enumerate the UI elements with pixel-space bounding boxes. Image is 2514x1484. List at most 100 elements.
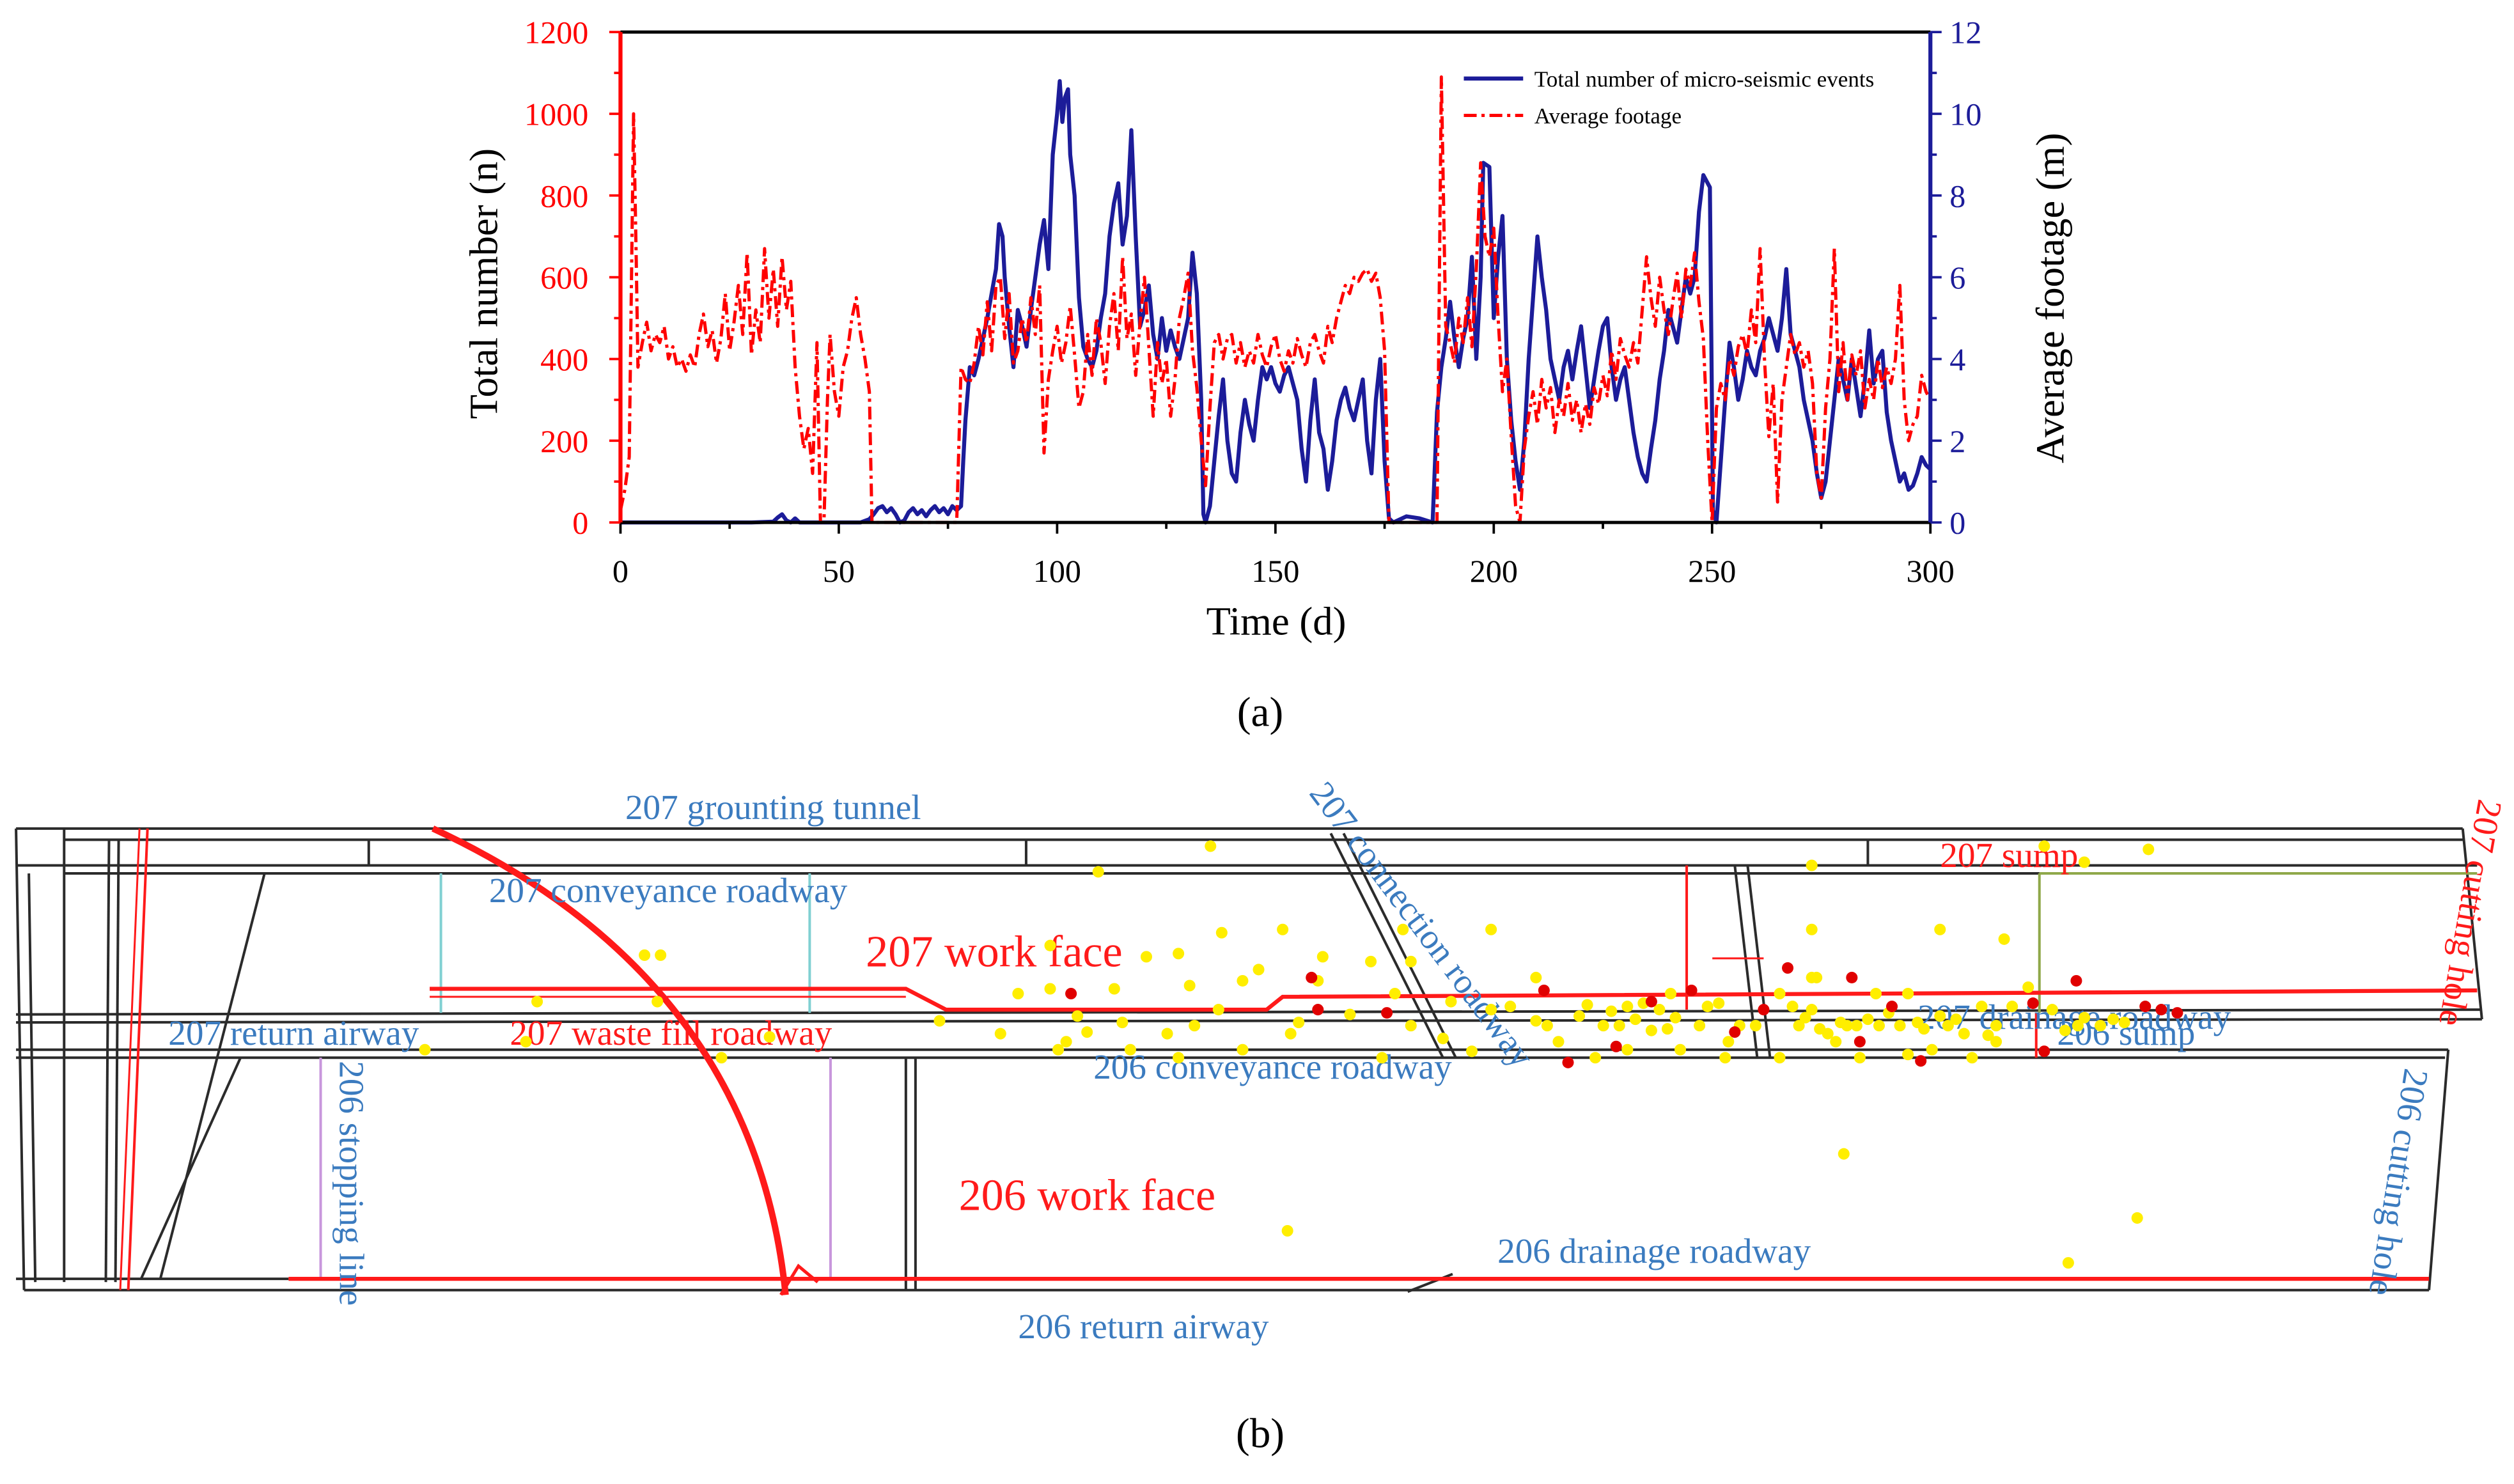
event-dot-yellow: [1161, 1027, 1173, 1040]
event-dot-yellow: [1504, 1001, 1517, 1013]
event-dot-yellow: [1793, 1020, 1805, 1032]
event-dot-yellow: [2094, 1020, 2107, 1032]
roadway-line: [139, 1057, 242, 1279]
event-dot-yellow: [1950, 1013, 1962, 1026]
event-dot-yellow: [1674, 1043, 1687, 1056]
event-dot-yellow: [1629, 1013, 1641, 1026]
event-dot-yellow: [1902, 987, 1914, 1000]
event-dot-yellow: [1902, 1049, 1914, 1061]
event-dot-yellow: [1854, 1052, 1866, 1064]
event-dot-yellow: [1774, 1052, 1786, 1064]
x-axis-title: Time (d): [1206, 599, 1347, 644]
label-207-grounting-tunnel: 207 grounting tunnel: [625, 788, 921, 827]
event-dot-yellow: [1822, 1027, 1834, 1040]
x-tick-label: 150: [1251, 553, 1299, 589]
event-dot-yellow: [1530, 971, 1542, 983]
chart-ticks-group: 0 50 100 150 200 250 300 0 200 400 600 800 1000 1200 0…: [524, 15, 1981, 589]
event-dot-red: [1886, 1001, 1898, 1013]
legend-label-average-footage: Average footage: [1534, 104, 1682, 129]
event-dot-yellow: [1116, 1017, 1128, 1029]
y-left-tick-label: 1200: [524, 15, 588, 51]
event-dot-yellow: [1284, 1027, 1297, 1040]
curve-end-marker: [779, 1263, 819, 1296]
event-dot-yellow: [2072, 1020, 2084, 1032]
event-dot-yellow: [1799, 1011, 1811, 1024]
roadway-outlines: [15, 827, 2483, 1293]
event-dot-yellow: [1862, 1013, 1874, 1026]
event-dot-red: [2038, 1045, 2050, 1058]
event-dot-red: [2155, 1004, 2167, 1016]
event-dot-yellow: [1081, 1026, 1093, 1038]
label-207-waste-fill-roadway: 207 waste fill roadway: [510, 1013, 832, 1052]
event-dot-yellow: [1397, 923, 1409, 935]
waste-fill-roadway-line: [430, 987, 2478, 1012]
event-dot-yellow: [1044, 983, 1056, 995]
event-dot-yellow: [1926, 1043, 1938, 1056]
y-right-tick-label: 8: [1949, 178, 1965, 214]
event-dot-yellow: [994, 1027, 1006, 1040]
event-dot-yellow: [2143, 843, 2155, 855]
event-dot-yellow: [1990, 1036, 2003, 1048]
label-207-work-face: 207 work face: [866, 926, 1123, 976]
event-dot-yellow: [1530, 1015, 1542, 1027]
event-dot-yellow: [1645, 1024, 1657, 1036]
event-dot-yellow: [419, 1043, 431, 1056]
label-207-cutting-hole: 207 cutting hole: [2432, 797, 2510, 1029]
label-206-cutting-hole: 206 cutting hole: [2362, 1066, 2436, 1298]
event-dot-red: [1685, 984, 1698, 997]
x-tick-label: 300: [1907, 553, 1955, 589]
event-dot-yellow: [1072, 1010, 1084, 1022]
event-dot-yellow: [2118, 1017, 2130, 1029]
event-dot-red: [1306, 971, 1318, 983]
event-dot-yellow: [1573, 1010, 1586, 1022]
roadway-line: [16, 1008, 2482, 1016]
event-dot-yellow: [1485, 1004, 1497, 1016]
x-tick-label: 200: [1470, 553, 1518, 589]
event-dot-yellow: [1653, 1004, 1666, 1016]
event-dot-yellow: [1918, 1023, 1930, 1035]
event-dot-yellow: [2078, 856, 2090, 868]
event-dot-yellow: [763, 1031, 776, 1043]
event-dot-yellow: [1719, 1052, 1731, 1064]
event-dot-yellow: [1894, 1020, 1906, 1032]
event-dot-yellow: [2006, 1001, 2018, 1013]
event-dot-yellow: [1982, 1029, 1994, 1042]
event-dot-yellow: [2046, 1004, 2058, 1016]
event-dot-red: [2070, 974, 2082, 987]
label-207-return-airway: 207 return airway: [168, 1013, 419, 1052]
event-dot-yellow: [1108, 983, 1120, 995]
panel-b-caption: (b): [1236, 1410, 1284, 1457]
roadway-line: [2428, 1049, 2450, 1290]
event-dot-red: [1758, 1004, 1770, 1016]
event-dot-yellow: [1942, 1020, 1954, 1032]
event-dot-yellow: [1405, 955, 1417, 967]
event-dot-yellow: [1293, 1017, 1305, 1029]
event-dot-yellow: [1870, 987, 1882, 1000]
event-dot-yellow: [1873, 1020, 1885, 1032]
event-dot-red: [1610, 1040, 1622, 1052]
roadway-line: [104, 840, 111, 1283]
y-right-tick-label: 10: [1949, 97, 1981, 132]
y-right-tick-label: 0: [1949, 505, 1965, 541]
event-dot-yellow: [1934, 923, 1946, 935]
event-dot-red: [1854, 1036, 1866, 1048]
event-dot-yellow: [639, 949, 651, 961]
event-dot-yellow: [1806, 859, 1818, 871]
event-dot-yellow: [1621, 1001, 1634, 1013]
event-dot-yellow: [1664, 987, 1677, 1000]
event-dot-yellow: [2078, 1011, 2090, 1024]
y-axis-left-title: Total number (n): [461, 148, 506, 419]
event-dot-yellow: [1365, 955, 1377, 967]
event-dot-yellow: [1044, 939, 1056, 951]
event-dot-yellow: [1605, 1005, 1618, 1017]
chart-series-group: [619, 75, 1932, 525]
label-207-sump: 207 sump: [1940, 836, 2078, 875]
event-dot-yellow: [1173, 1052, 1185, 1064]
label-206-drainage-roadway: 206 drainage roadway: [1497, 1231, 1811, 1270]
roadway-line: [15, 828, 26, 1290]
event-dot-yellow: [1215, 926, 1228, 939]
y-right-tick-label: 12: [1949, 15, 1981, 51]
event-dot-yellow: [1597, 1020, 1609, 1032]
event-dot-yellow: [655, 949, 667, 961]
